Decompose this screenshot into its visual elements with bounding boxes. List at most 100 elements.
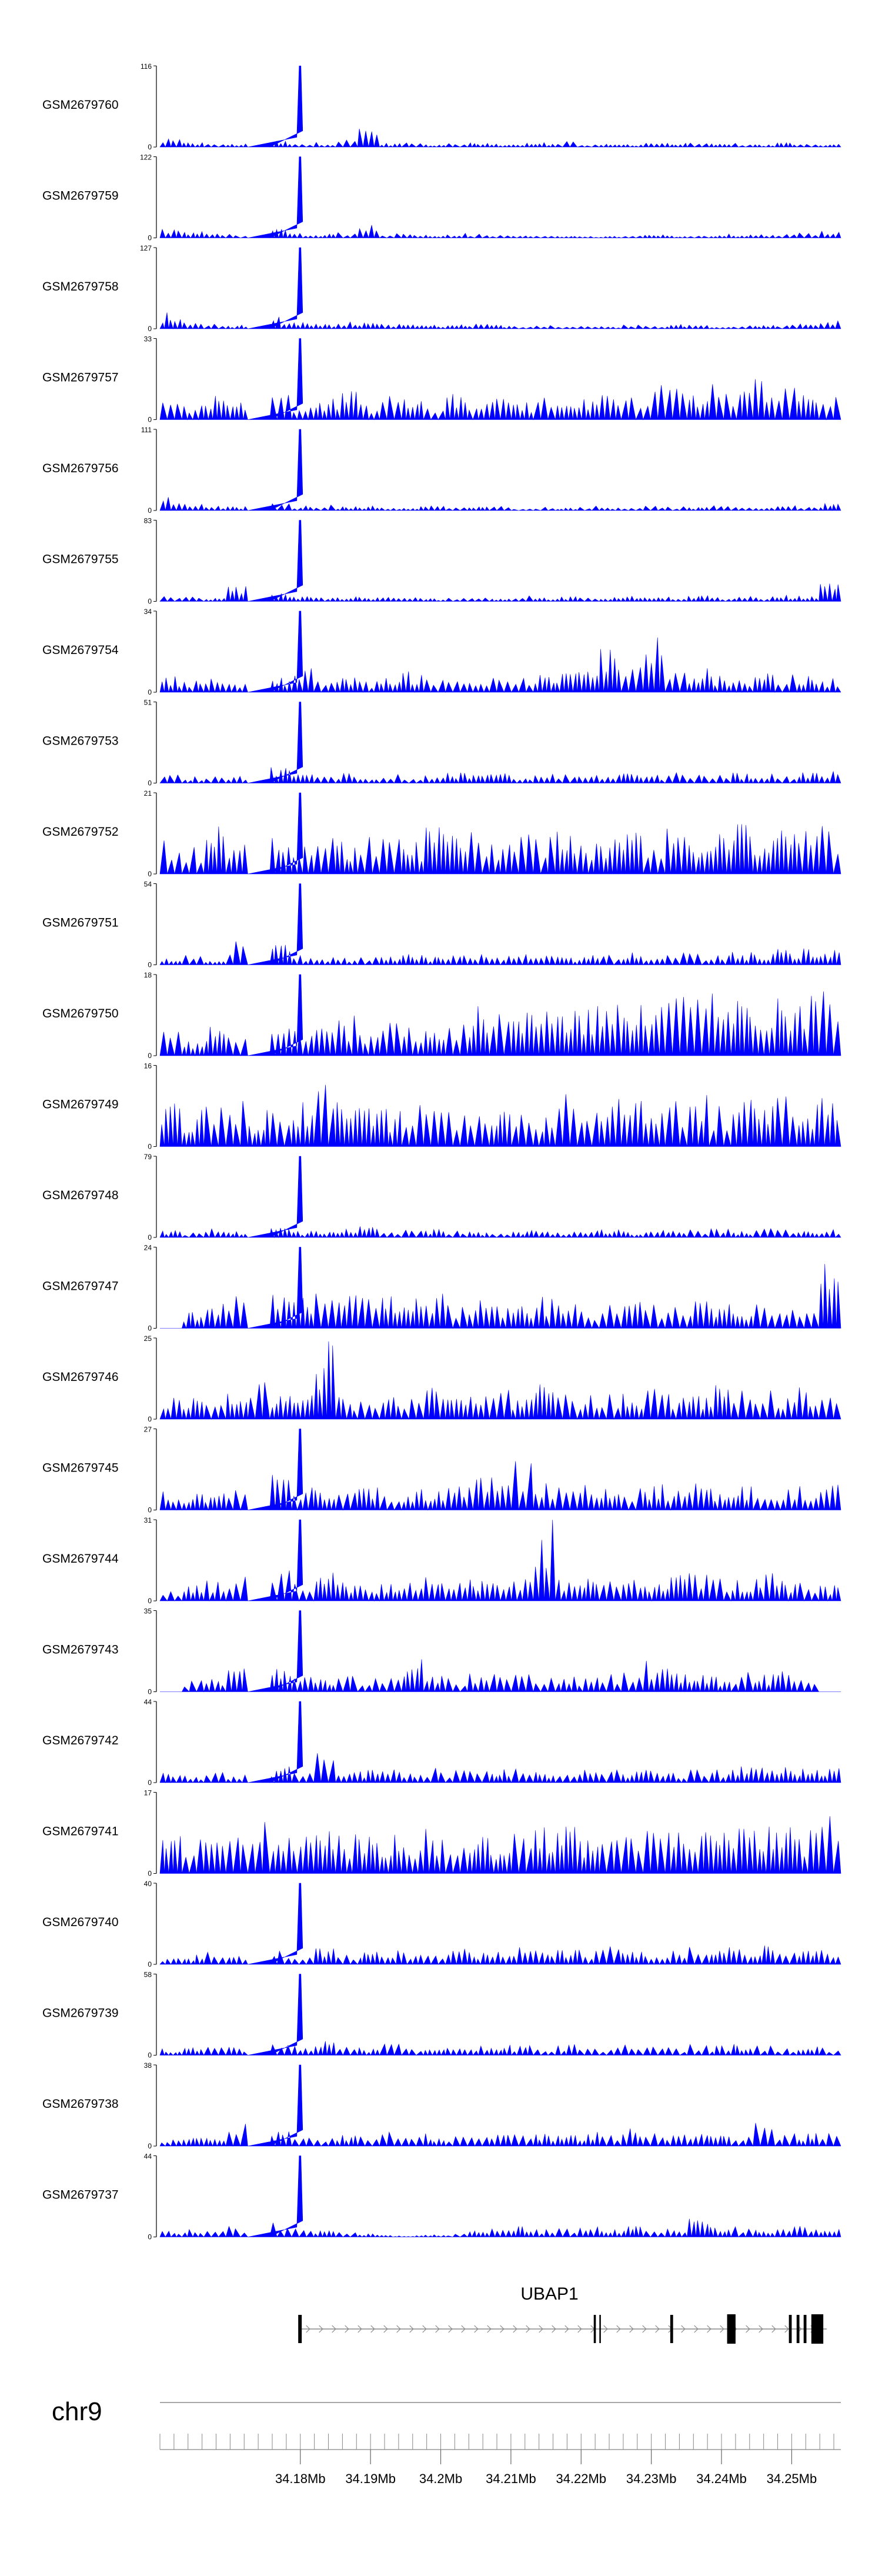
track-GSM2679748: GSM2679748 79 0 xyxy=(42,1153,841,1242)
y-min-label: 0 xyxy=(148,779,152,788)
ruler-tick-label: 34.23Mb xyxy=(626,2471,677,2486)
y-min-label: 0 xyxy=(148,1506,152,1514)
strand-chevron xyxy=(435,2325,440,2333)
track-label: GSM2679738 xyxy=(42,2097,119,2111)
y-min-label: 0 xyxy=(148,598,152,606)
exon xyxy=(593,2315,596,2343)
coverage-area xyxy=(159,974,841,1057)
coverage-area xyxy=(159,1974,841,2056)
strand-chevron xyxy=(409,2325,414,2333)
coverage-area xyxy=(159,1429,841,1511)
track-GSM2679743: GSM2679743 35 0 xyxy=(42,1607,841,1696)
coverage-tracks: GSM2679760 116 0 GSM2679759 122 0 GSM2679758 12… xyxy=(42,62,841,2241)
y-max-label: 21 xyxy=(144,789,152,798)
ruler-tick-label: 34.19Mb xyxy=(345,2471,396,2486)
track-label: GSM2679747 xyxy=(42,1280,119,1293)
y-min-label: 0 xyxy=(148,143,152,151)
track-GSM2679756: GSM2679756 111 0 xyxy=(42,426,841,515)
coverage-area xyxy=(159,1085,841,1147)
track-GSM2679751: GSM2679751 54 0 xyxy=(42,880,841,969)
track-label: GSM2679739 xyxy=(42,2007,119,2020)
strand-chevron xyxy=(332,2325,336,2333)
track-GSM2679742: GSM2679742 44 0 xyxy=(42,1698,841,1787)
ruler-tick-label: 34.25Mb xyxy=(767,2471,817,2486)
y-max-label: 31 xyxy=(144,1516,152,1524)
exon xyxy=(727,2314,736,2344)
y-max-label: 51 xyxy=(144,699,152,707)
coverage-area xyxy=(159,520,841,602)
y-max-label: 116 xyxy=(141,62,152,71)
track-label: GSM2679755 xyxy=(42,553,119,566)
strand-chevron xyxy=(771,2325,776,2333)
track-label: GSM2679753 xyxy=(42,735,119,748)
y-min-label: 0 xyxy=(148,961,152,969)
track-GSM2679740: GSM2679740 40 0 xyxy=(42,1880,841,1968)
coverage-area xyxy=(159,2064,841,2147)
strand-chevron xyxy=(603,2325,608,2333)
y-min-label: 0 xyxy=(148,2051,152,2060)
y-max-label: 127 xyxy=(140,244,152,252)
y-max-label: 17 xyxy=(144,1789,152,1797)
track-label: GSM2679744 xyxy=(42,1552,119,1566)
y-min-label: 0 xyxy=(148,416,152,424)
strand-chevron xyxy=(448,2325,453,2333)
track-label: GSM2679757 xyxy=(42,371,119,385)
track-GSM2679755: GSM2679755 83 0 xyxy=(42,517,841,606)
strand-chevron xyxy=(720,2325,724,2333)
track-label: GSM2679760 xyxy=(42,98,119,112)
strand-chevron xyxy=(746,2325,750,2333)
strand-chevron xyxy=(759,2325,763,2333)
coverage-area xyxy=(159,65,841,148)
strand-chevron xyxy=(383,2325,388,2333)
track-label: GSM2679758 xyxy=(42,280,119,293)
track-GSM2679760: GSM2679760 116 0 xyxy=(42,62,841,151)
strand-chevron xyxy=(784,2325,789,2333)
track-GSM2679739: GSM2679739 58 0 xyxy=(42,1971,841,2060)
strand-chevron xyxy=(577,2325,582,2333)
track-label: GSM2679751 xyxy=(42,916,119,930)
y-min-label: 0 xyxy=(148,234,152,242)
y-min-label: 0 xyxy=(148,1960,152,1968)
strand-chevron xyxy=(552,2325,556,2333)
strand-chevron xyxy=(616,2325,621,2333)
y-min-label: 0 xyxy=(148,2233,152,2241)
track-GSM2679747: GSM2679747 24 0 xyxy=(42,1244,841,1333)
strand-chevron xyxy=(655,2325,660,2333)
y-min-label: 0 xyxy=(148,1052,152,1060)
track-label: GSM2679737 xyxy=(42,2188,119,2202)
y-max-label: 122 xyxy=(140,154,152,162)
track-GSM2679754: GSM2679754 34 0 xyxy=(42,608,841,696)
exon xyxy=(599,2315,601,2343)
exon xyxy=(803,2315,807,2343)
ruler-tick-label: 34.21Mb xyxy=(486,2471,536,2486)
track-GSM2679737: GSM2679737 44 0 xyxy=(42,2153,841,2241)
track-label: GSM2679748 xyxy=(42,1189,119,1202)
y-max-label: 24 xyxy=(144,1244,152,1252)
strand-chevron xyxy=(345,2325,349,2333)
strand-chevron xyxy=(629,2325,634,2333)
track-GSM2679746: GSM2679746 25 0 xyxy=(42,1334,841,1423)
track-GSM2679753: GSM2679753 51 0 xyxy=(42,699,841,788)
strand-chevron xyxy=(319,2325,323,2333)
coverage-area xyxy=(159,792,841,875)
strand-chevron xyxy=(487,2325,492,2333)
y-min-label: 0 xyxy=(148,506,152,515)
y-min-label: 0 xyxy=(148,1415,152,1423)
track-GSM2679741: GSM2679741 17 0 xyxy=(42,1789,841,1878)
coverage-area xyxy=(159,1816,841,1874)
coverage-area xyxy=(159,247,841,330)
track-label: GSM2679740 xyxy=(42,1916,119,1929)
coverage-area xyxy=(159,1156,841,1239)
y-min-label: 0 xyxy=(148,1597,152,1605)
y-max-label: 40 xyxy=(144,1880,152,1888)
exon xyxy=(670,2315,673,2343)
y-max-label: 79 xyxy=(144,1153,152,1161)
y-max-label: 27 xyxy=(144,1426,152,1434)
track-label: GSM2679754 xyxy=(42,643,119,657)
strand-chevron xyxy=(396,2325,401,2333)
ruler-tick-label: 34.24Mb xyxy=(696,2471,747,2486)
gene-track: UBAP1 xyxy=(298,2284,827,2344)
ruler-tick-label: 34.18Mb xyxy=(275,2471,326,2486)
y-min-label: 0 xyxy=(148,325,152,333)
